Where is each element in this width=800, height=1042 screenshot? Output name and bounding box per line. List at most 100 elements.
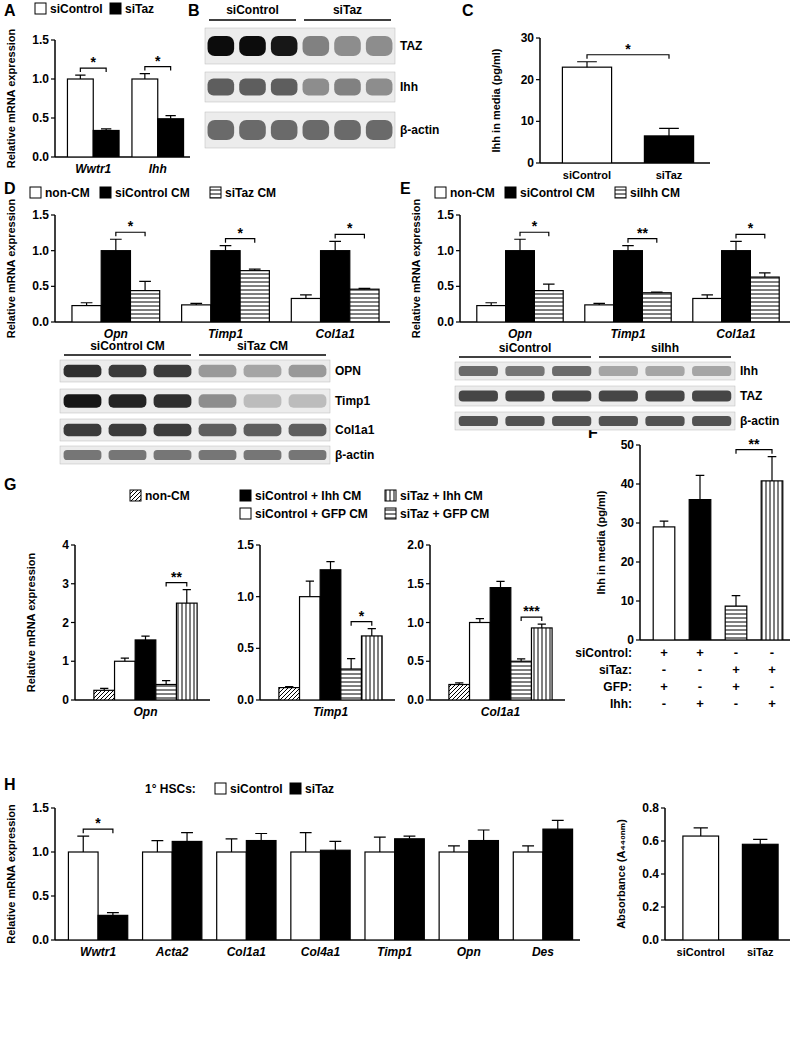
bar (130, 291, 159, 322)
error-bar (347, 659, 355, 669)
x-tick-label: siTaz (747, 946, 774, 958)
bar (693, 298, 722, 322)
y-axis (259, 545, 261, 700)
bar-hatch (94, 690, 115, 700)
error-bar (368, 629, 376, 636)
blot-band (208, 36, 235, 56)
y-tick-label: 0.5 (237, 641, 254, 655)
blot-band (109, 365, 147, 377)
y-tick (51, 39, 55, 40)
y-tick (636, 561, 640, 562)
western-blot: siControlsiIhhIhhTAZβ-actin (455, 341, 779, 430)
legend-swatch (35, 3, 46, 14)
error-bar (359, 288, 371, 290)
y-tick-label: 50 (621, 438, 635, 452)
blot-row-label: Ihh (400, 80, 418, 94)
bars (449, 581, 552, 700)
y-tick (51, 117, 55, 118)
y-tick-label: 20 (621, 555, 635, 569)
condition-mark: + (660, 679, 668, 694)
y-tick-label: 0.4 (642, 867, 659, 881)
significance-label: * (155, 53, 161, 69)
y-axis (639, 445, 641, 640)
y-tick-label: 2.0 (407, 538, 424, 552)
blot-band (645, 366, 684, 376)
error-bar (374, 837, 386, 852)
y-axis-label: Relative mRNA expression (410, 198, 422, 338)
western-blot: siControl CMsiTaz CMOPNTimp1Col1a1β-acti… (60, 339, 375, 464)
x-tick-label: Wwtr1 (75, 162, 111, 176)
bar (725, 606, 747, 640)
y-tick-label: 1.0 (407, 616, 424, 630)
x-tick-label: Timp1 (377, 945, 412, 959)
bar (350, 289, 379, 322)
blot-band (692, 366, 731, 376)
y-axis (54, 40, 56, 157)
chart: 0.00.20.40.60.8Absorbance (A₄₄₀ₙₘ)siCont… (615, 801, 790, 958)
blot-band (199, 450, 237, 460)
y-tick-label: 1.5 (32, 801, 49, 815)
legend-swatch (215, 783, 226, 794)
panel-label: H (4, 776, 16, 793)
bar-hatch (130, 291, 159, 322)
condition-mark: - (698, 662, 702, 677)
lane-group-line (304, 19, 391, 21)
bar-hatch (531, 628, 552, 700)
error-bar (768, 457, 777, 481)
bar (490, 588, 511, 700)
bar (439, 852, 469, 940)
error-bar (190, 303, 202, 304)
bar-hatch (279, 688, 300, 700)
y-tick-label: 0.2 (642, 900, 659, 914)
bar (614, 251, 643, 322)
significance-label: *** (523, 603, 540, 619)
blot-band (459, 390, 498, 401)
y-tick-label: 0.6 (642, 834, 659, 848)
error-bar (300, 833, 312, 852)
blot-row-label: β-actin (335, 448, 374, 462)
chart: 0.00.51.01.5Relative mRNA expressionEOpn… (400, 180, 790, 341)
error-bar (326, 562, 334, 570)
panel-label: E (400, 180, 411, 197)
blot-band (64, 365, 102, 377)
error-bar (255, 834, 267, 841)
bar (653, 527, 675, 640)
panel-label: G (4, 476, 16, 493)
y-tick (661, 807, 665, 808)
y-tick-label: 0.5 (407, 654, 424, 668)
condition-label: siControl: (575, 646, 632, 660)
blot-band (239, 120, 266, 140)
bar (240, 271, 269, 322)
blot-band (154, 365, 192, 377)
y-tick-label: 0.0 (437, 315, 454, 329)
y-axis-label: Relative mRNA expression (25, 552, 37, 692)
x-tick-label: Acta2 (155, 945, 189, 959)
lane-group-line (459, 356, 591, 358)
y-tick (51, 939, 55, 940)
bar (291, 852, 321, 940)
bar (534, 291, 563, 322)
bar (321, 850, 351, 940)
x-tick-label: Des (532, 945, 554, 959)
y-tick (636, 600, 640, 601)
y-tick-label: 0.5 (437, 279, 454, 293)
bar (143, 852, 173, 940)
blot-strip (205, 72, 395, 102)
blot-band (244, 424, 282, 436)
blot-band (645, 416, 684, 426)
legend-swatch (290, 783, 301, 794)
blot-row-label: β-actin (740, 414, 779, 428)
x-tick-label: siTaz (656, 169, 683, 181)
error-bar (100, 688, 108, 690)
legend-label: non-CM (45, 186, 90, 200)
bar (470, 623, 491, 701)
bar (689, 500, 711, 640)
legend-label: siTaz CM (225, 186, 276, 200)
x-tick-label: Opn (134, 705, 158, 719)
y-tick (256, 544, 260, 545)
y-tick-label: 1.5 (437, 208, 454, 222)
significance-label: ** (637, 225, 648, 241)
bars (72, 239, 379, 322)
significance-label: * (128, 218, 134, 234)
bar (115, 661, 136, 700)
